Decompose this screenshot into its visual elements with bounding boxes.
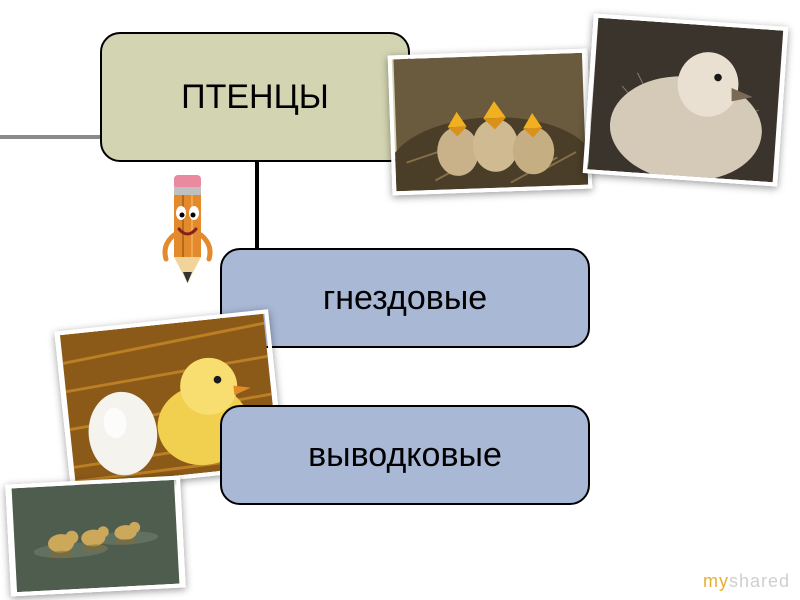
photo-nest-babies (388, 49, 593, 196)
pigeon-chick-illustration (587, 18, 784, 183)
subcard-brood: выводковые (220, 405, 590, 505)
photo-pigeon-chick (583, 13, 789, 186)
ducklings-illustration (9, 480, 181, 593)
watermark: myshared (703, 571, 790, 592)
pencil-svg (160, 175, 215, 290)
watermark-prefix: my (703, 571, 729, 591)
title-card: ПТЕНЦЫ (100, 32, 410, 162)
subcard-nestling-text: гнездовые (323, 279, 487, 318)
subcard-brood-text: выводковые (308, 436, 502, 475)
nest-babies-illustration (392, 53, 588, 192)
subcard-nestling: гнездовые (220, 248, 590, 348)
pencil-character-icon (160, 175, 215, 290)
watermark-rest: shared (729, 571, 790, 591)
title-text: ПТЕНЦЫ (181, 78, 329, 117)
photo-ducklings (5, 475, 186, 596)
